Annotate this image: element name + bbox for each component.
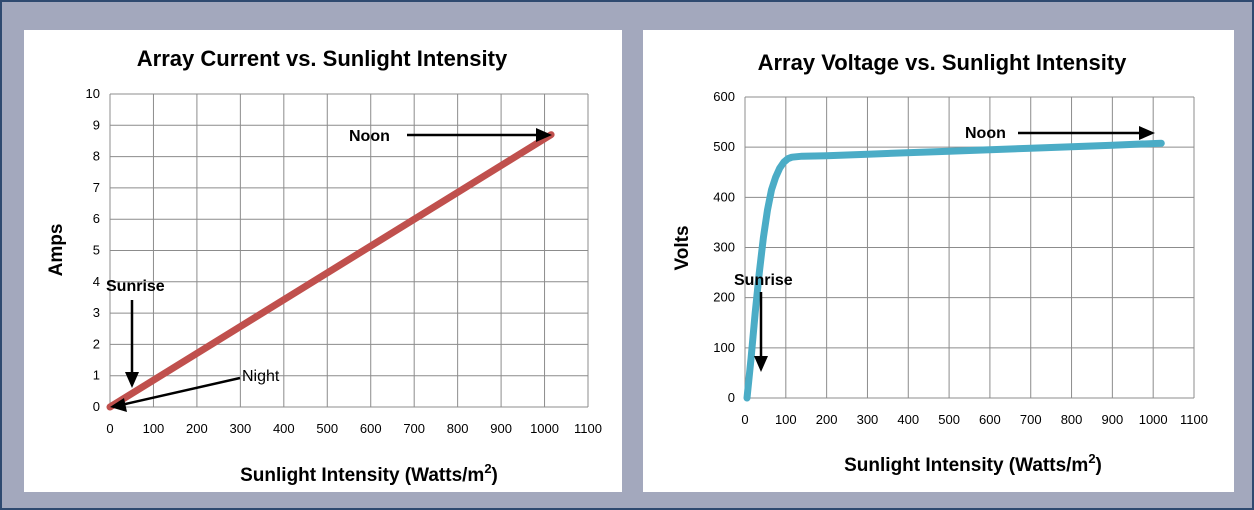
x-tick-label: 900 (1102, 412, 1124, 427)
x-tick-label: 400 (273, 421, 295, 436)
current-chart-panel: Array Current vs. Sunlight Intensity 0 10… (24, 30, 622, 492)
annotation-night: Night (242, 368, 280, 385)
y-tick-label: 600 (713, 89, 735, 104)
y-axis-title: Volts (672, 225, 693, 270)
y-tick-label: 3 (93, 305, 100, 320)
x-tick-label: 300 (857, 412, 879, 427)
voltage-chart-panel: Array Voltage vs. Sunlight Intensity 0 10… (643, 30, 1234, 492)
x-tick-label: 0 (106, 421, 113, 436)
annotation-layer: Noon Sunrise (734, 125, 1155, 372)
night-arrow (120, 376, 241, 407)
annotation-sunrise: Sunrise (734, 272, 793, 289)
y-tick-label: 0 (93, 399, 100, 414)
x-tick-label: 700 (1020, 412, 1042, 427)
series-line (106, 131, 555, 411)
y-tick-label: 2 (93, 336, 100, 351)
x-axis-title: Sunlight Intensity (Watts/m2) (240, 461, 498, 486)
y-tick-label: 9 (93, 117, 100, 132)
sunrise-arrowhead (754, 356, 768, 372)
noon-arrowhead (1139, 126, 1155, 140)
x-tick-label: 200 (816, 412, 838, 427)
series-layer (106, 131, 555, 411)
x-tick-label: 400 (897, 412, 919, 427)
y-tick-labels: 0 1 2 3 4 5 6 7 8 9 10 (86, 86, 100, 414)
y-tick-label: 200 (713, 290, 735, 305)
y-axis-title: Amps (46, 224, 67, 277)
annotation-layer: Noon Sunrise Night (106, 128, 552, 412)
x-tick-labels: 0 100 200 300 400 500 600 700 800 900 1000 1100 (106, 421, 602, 436)
x-tick-label: 300 (230, 421, 252, 436)
sunrise-arrowhead (125, 372, 139, 388)
y-tick-label: 400 (713, 189, 735, 204)
chart-title: Array Voltage vs. Sunlight Intensity (758, 50, 1128, 75)
x-tick-label: 0 (741, 412, 748, 427)
current-chart: Array Current vs. Sunlight Intensity 0 10… (46, 46, 602, 486)
annotation-noon: Noon (965, 125, 1006, 142)
y-tick-label: 7 (93, 180, 100, 195)
y-tick-label: 1 (93, 368, 100, 383)
x-tick-label: 1100 (1180, 412, 1208, 427)
y-tick-label: 0 (728, 390, 735, 405)
y-tick-label: 10 (86, 86, 100, 101)
chart-title: Array Current vs. Sunlight Intensity (137, 46, 508, 71)
x-tick-label: 800 (1061, 412, 1083, 427)
x-tick-label: 100 (775, 412, 797, 427)
x-tick-label: 1000 (1139, 412, 1168, 427)
series-line (743, 139, 1165, 402)
night-arrowhead (110, 398, 127, 412)
y-tick-label: 5 (93, 243, 100, 258)
x-tick-label: 900 (490, 421, 512, 436)
gridlines (109, 93, 589, 408)
x-tick-label: 700 (403, 421, 425, 436)
x-tick-label: 800 (447, 421, 469, 436)
x-tick-label: 200 (186, 421, 208, 436)
x-tick-labels: 0 100 200 300 400 500 600 700 800 900 1000 1100 (741, 412, 1208, 427)
x-axis-title: Sunlight Intensity (Watts/m2) (844, 451, 1102, 476)
y-tick-label: 4 (93, 274, 100, 289)
y-tick-label: 8 (93, 149, 100, 164)
annotation-sunrise: Sunrise (106, 278, 165, 295)
y-tick-label: 500 (713, 139, 735, 154)
voltage-chart: Array Voltage vs. Sunlight Intensity 0 10… (672, 50, 1208, 476)
y-tick-label: 300 (713, 240, 735, 255)
x-tick-label: 500 (316, 421, 338, 436)
y-tick-labels: 0 100 200 300 400 500 600 (713, 89, 735, 405)
x-tick-label: 600 (979, 412, 1001, 427)
y-tick-label: 6 (93, 211, 100, 226)
series-layer (743, 139, 1165, 402)
gridlines (744, 96, 1195, 399)
x-tick-label: 1100 (574, 421, 602, 436)
noon-arrowhead (536, 128, 552, 142)
x-tick-label: 1000 (530, 421, 559, 436)
annotation-noon: Noon (349, 128, 390, 145)
x-tick-label: 600 (360, 421, 382, 436)
x-tick-label: 100 (143, 421, 165, 436)
x-tick-label: 500 (938, 412, 960, 427)
y-tick-label: 100 (713, 340, 735, 355)
